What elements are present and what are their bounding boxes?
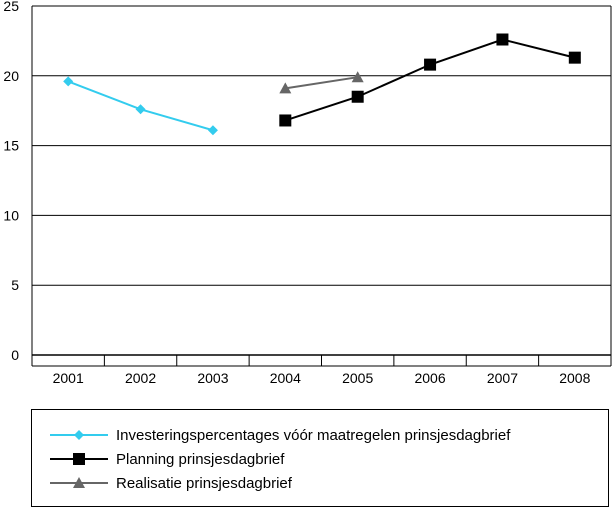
data-point-square (424, 58, 437, 71)
legend-triangle-marker-icon (50, 477, 108, 488)
y-tick-label-0: 0 (11, 347, 19, 363)
data-point-diamond (135, 104, 146, 115)
x-tick-label-2006: 2006 (414, 370, 445, 386)
legend-item-planning: Planning prinsjesdagbrief (50, 447, 284, 471)
x-tick-label-2007: 2007 (487, 370, 518, 386)
x-tick-label-2005: 2005 (342, 370, 373, 386)
legend-label-realisatie: Realisatie prinsjesdagbrief (116, 474, 292, 492)
legend: Investeringspercentages vóór maatregelen… (31, 409, 609, 507)
data-point-diamond (63, 76, 74, 87)
legend-item-investeringspercentages: Investeringspercentages vóór maatregelen… (50, 423, 510, 447)
legend-item-realisatie: Realisatie prinsjesdagbrief (50, 471, 292, 495)
data-point-triangle (279, 82, 292, 94)
y-tick-label-25: 25 (3, 0, 19, 14)
data-point-diamond (207, 125, 218, 136)
series-line-2 (285, 76, 358, 90)
x-tick-label-2003: 2003 (197, 370, 228, 386)
y-tick-label-20: 20 (3, 68, 19, 84)
data-point-square (279, 114, 292, 127)
data-point-triangle (351, 71, 364, 83)
x-tick-label-2002: 2002 (125, 370, 156, 386)
data-point-square (568, 51, 581, 64)
legend-label-planning: Planning prinsjesdagbrief (116, 450, 285, 468)
legend-label-investeringspercentages: Investeringspercentages vóór maatregelen… (116, 426, 511, 444)
series-layer (63, 33, 581, 136)
x-tick-label-2008: 2008 (559, 370, 590, 386)
line-chart: 0 5 10 15 20 25 2001 2002 2003 2004 2005 2006 2007 20… (3, 0, 612, 386)
y-tick-label-5: 5 (11, 277, 19, 293)
legend-diamond-marker-icon (50, 430, 108, 440)
y-tick-label-10: 10 (3, 207, 19, 223)
legend-square-marker-icon (50, 453, 108, 465)
data-point-square (496, 33, 509, 46)
data-point-square (351, 90, 364, 103)
tick-labels: 0 5 10 15 20 25 2001 2002 2003 2004 2005 2006 2007 20… (3, 0, 590, 386)
x-tick-label-2001: 2001 (53, 370, 84, 386)
x-tick-label-2004: 2004 (270, 370, 301, 386)
axes (31, 5, 612, 367)
y-tick-label-15: 15 (3, 138, 19, 154)
gridlines (32, 5, 611, 286)
series-line-1 (285, 38, 576, 122)
